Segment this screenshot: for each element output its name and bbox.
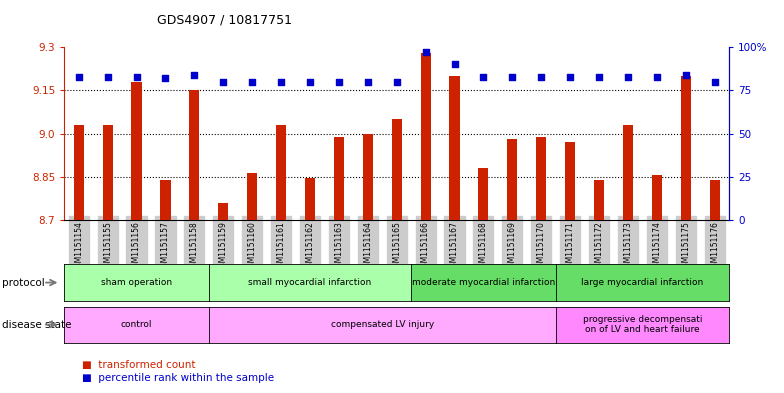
Text: large myocardial infarction: large myocardial infarction xyxy=(581,278,703,287)
Bar xyxy=(247,173,257,220)
Text: control: control xyxy=(121,320,152,329)
Bar xyxy=(449,76,459,220)
Text: sham operation: sham operation xyxy=(101,278,172,287)
Point xyxy=(477,73,490,80)
Text: small myocardial infarction: small myocardial infarction xyxy=(249,278,372,287)
Bar xyxy=(103,125,113,220)
Text: ■  transformed count: ■ transformed count xyxy=(82,360,196,370)
Bar xyxy=(334,136,344,220)
Point xyxy=(72,73,85,80)
Text: disease state: disease state xyxy=(2,320,71,330)
Point xyxy=(448,61,461,68)
Bar xyxy=(218,203,228,220)
Bar xyxy=(710,180,720,220)
Text: moderate myocardial infarction: moderate myocardial infarction xyxy=(412,278,555,287)
Text: compensated LV injury: compensated LV injury xyxy=(331,320,434,329)
Point xyxy=(680,72,692,78)
Point xyxy=(593,73,605,80)
Point xyxy=(419,49,432,55)
Bar xyxy=(478,168,488,220)
Point xyxy=(361,79,374,85)
Point xyxy=(275,79,288,85)
Bar xyxy=(594,180,604,220)
Point xyxy=(332,79,345,85)
Point xyxy=(159,75,172,81)
Point xyxy=(188,72,201,78)
Point xyxy=(709,79,721,85)
Bar xyxy=(652,175,662,220)
Point xyxy=(101,73,114,80)
Point xyxy=(564,73,576,80)
Point xyxy=(506,73,518,80)
Text: ■  percentile rank within the sample: ■ percentile rank within the sample xyxy=(82,373,274,383)
Point xyxy=(303,79,316,85)
Point xyxy=(130,73,143,80)
Point xyxy=(622,73,634,80)
Point xyxy=(246,79,259,85)
Bar xyxy=(536,136,546,220)
Bar xyxy=(681,76,691,220)
Bar xyxy=(507,140,517,220)
Bar xyxy=(623,125,633,220)
Text: progressive decompensati
on of LV and heart failure: progressive decompensati on of LV and he… xyxy=(583,315,702,334)
Bar xyxy=(132,82,142,220)
Point xyxy=(535,73,547,80)
Bar xyxy=(363,134,373,220)
Text: GDS4907 / 10817751: GDS4907 / 10817751 xyxy=(157,14,292,27)
Bar xyxy=(276,125,286,220)
Point xyxy=(390,79,403,85)
Bar xyxy=(392,119,401,220)
Text: protocol: protocol xyxy=(2,277,45,288)
Bar xyxy=(161,180,170,220)
Bar xyxy=(74,125,84,220)
Point xyxy=(651,73,663,80)
Bar xyxy=(189,90,199,220)
Bar xyxy=(305,178,315,220)
Point xyxy=(217,79,230,85)
Bar xyxy=(565,142,575,220)
Bar xyxy=(420,53,430,220)
